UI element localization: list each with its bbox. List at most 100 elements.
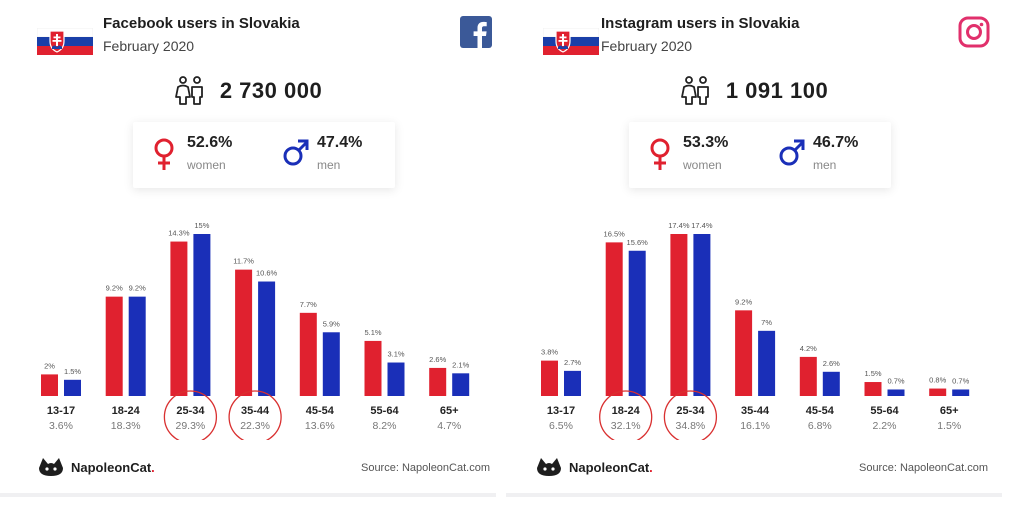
category-label: 55-64: [370, 405, 399, 417]
category-label: 65+: [940, 405, 959, 417]
napoleoncat-logo: NapoleonCat.: [37, 456, 155, 478]
category-label: 13-17: [547, 405, 575, 417]
female-symbol-icon: [154, 138, 174, 170]
panel-subtitle: February 2020: [601, 38, 693, 54]
women-bar-65+: [429, 367, 447, 396]
category-total-label: 13.6%: [305, 420, 335, 432]
men-bar-label: 0.7%: [952, 376, 969, 385]
women-bar-label: 16.5%: [604, 229, 626, 238]
category-total-label: 32.1%: [611, 420, 641, 432]
women-bar-55-64: [864, 382, 882, 396]
category-label: 35-44: [241, 405, 270, 417]
users-summary: 1 091 100: [506, 76, 1002, 106]
men-label: men: [813, 158, 837, 172]
users-icon: [174, 76, 203, 105]
men-bar-label: 0.7%: [887, 376, 904, 385]
category-label: 18-24: [112, 405, 141, 417]
napoleoncat-logo: NapoleonCat.: [535, 456, 653, 478]
men-bar-label: 2.6%: [823, 359, 840, 368]
men-percent: 46.7%: [813, 134, 859, 151]
women-bar-25-34: [670, 234, 688, 396]
men-bar-label: 15.6%: [627, 238, 649, 247]
napoleoncat-cat-icon: [39, 458, 63, 476]
category-total-label: 6.8%: [808, 420, 832, 432]
women-bar-label: 0.8%: [929, 376, 946, 385]
facebook-icon: [460, 16, 492, 48]
category-label: 35-44: [741, 405, 770, 417]
women-percent: 53.3%: [683, 134, 729, 151]
men-bar-25-34: [693, 234, 711, 396]
male-symbol-icon: [779, 139, 805, 166]
men-bar-65+: [452, 373, 470, 396]
men-bar-label: 1.5%: [64, 367, 81, 376]
category-label: 13-17: [47, 405, 75, 417]
napoleoncat-cat-icon: [537, 458, 561, 476]
men-bar-18-24: [128, 296, 146, 396]
men-bar-13-17: [564, 370, 581, 396]
category-label: 18-24: [612, 405, 641, 417]
category-total-label: 16.1%: [740, 420, 770, 432]
category-total-label: 6.5%: [549, 420, 573, 432]
men-bar-label: 17.4%: [691, 221, 713, 230]
women-bar-label: 2.6%: [429, 355, 446, 364]
slovakia-flag-icon: [37, 28, 93, 55]
women-bar-45-54: [799, 356, 817, 396]
highlight-circle: [228, 390, 282, 440]
age-gender-bar-chart: 3.8% 2.7% 13-17 6.5% 16.5%15.6% 18-24 32.1% 17.…: [541, 221, 970, 440]
women-label: women: [187, 158, 226, 172]
men-bar-label: 3.1%: [387, 350, 404, 359]
category-label: 25-34: [176, 405, 205, 417]
men-bar-label: 2.1%: [452, 360, 469, 369]
logo-name: NapoleonCat: [71, 459, 152, 475]
women-bar-18-24: [605, 242, 623, 396]
men-label: men: [317, 158, 341, 172]
panel-divider: [0, 493, 496, 497]
men-bar-55-64: [387, 362, 405, 396]
men-bar-label: 7%: [761, 318, 772, 327]
facebook-panel: Facebook users in Slovakia February 2020…: [0, 0, 496, 497]
women-bar-18-24: [105, 296, 123, 396]
category-total-label: 8.2%: [373, 420, 397, 432]
men-bar-35-44: [258, 281, 276, 396]
source-note: Source: NapoleonCat.com: [858, 462, 988, 474]
panel-title: Instagram users in Slovakia: [601, 15, 800, 32]
panel-subtitle: February 2020: [103, 38, 195, 54]
age-gender-bar-chart: 2% 1.5% 13-17 3.6% 9.2% 9.2% 18-24 18.3% 14.3% 15…: [41, 221, 470, 440]
highlight-circle: [663, 390, 718, 440]
women-bar-label: 9.2%: [106, 284, 123, 293]
panel-title: Facebook users in Slovakia: [103, 15, 300, 32]
women-bar-45-54: [299, 312, 317, 396]
women-bar-label: 17.4%: [668, 221, 690, 230]
instagram-icon: [958, 16, 990, 48]
women-bar-25-34: [170, 241, 188, 396]
women-bar-35-44: [735, 310, 753, 396]
highlight-circle: [599, 390, 653, 440]
users-count: 2 730 000: [219, 78, 323, 103]
logo-dot: .: [151, 459, 155, 475]
women-bar-label: 1.5%: [864, 369, 881, 378]
category-label: 65+: [440, 405, 459, 417]
women-label: women: [683, 158, 722, 172]
women-bar-55-64: [364, 340, 382, 396]
users-icon: [680, 76, 709, 105]
men-bar-55-64: [887, 389, 905, 396]
men-bar-65+: [952, 389, 970, 396]
category-total-label: 29.3%: [176, 420, 206, 432]
panel-divider: [506, 493, 1002, 497]
female-symbol-icon: [650, 138, 670, 170]
category-total-label: 3.6%: [49, 420, 73, 432]
men-bar-label: 10.6%: [256, 269, 278, 278]
women-bar-label: 2%: [44, 361, 55, 370]
women-bar-13-17: [41, 374, 58, 396]
category-label: 25-34: [676, 405, 705, 417]
users-summary: 2 730 000: [0, 76, 496, 106]
men-bar-45-54: [822, 371, 840, 396]
category-label: 55-64: [870, 405, 899, 417]
men-bar-label: 15%: [194, 221, 209, 230]
women-bar-label: 4.2%: [800, 344, 817, 353]
women-percent: 52.6%: [187, 134, 233, 151]
women-bar-label: 9.2%: [735, 297, 752, 306]
category-total-label: 22.3%: [240, 420, 270, 432]
men-bar-label: 5.9%: [323, 319, 340, 328]
men-bar-label: 9.2%: [129, 284, 146, 293]
